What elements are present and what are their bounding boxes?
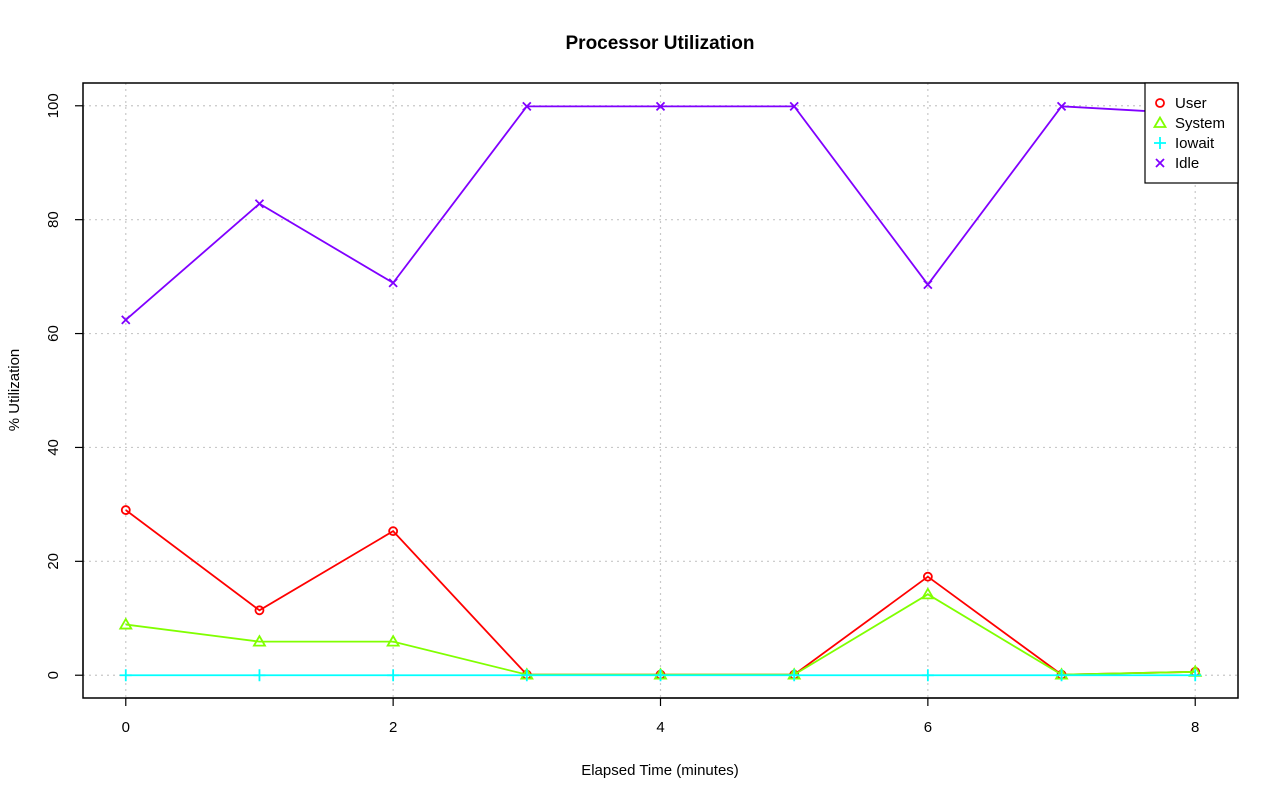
point-iowait-1: [253, 669, 266, 682]
point-user-6: [922, 571, 933, 582]
x-tick-label-0: 0: [122, 719, 130, 736]
point-idle-0: [121, 315, 131, 325]
point-system-6: [920, 587, 935, 600]
y-tick-label-3: 60: [45, 325, 62, 342]
legend-label-system: System: [1175, 115, 1225, 132]
y-tick-label-2: 40: [45, 439, 62, 456]
point-iowait-7: [1055, 669, 1068, 682]
x-tick-label-1: 2: [389, 719, 397, 736]
y-tick-label-1: 20: [45, 553, 62, 570]
chart-title: Processor Utilization: [566, 33, 755, 54]
x-tick-label-4: 8: [1191, 719, 1199, 736]
point-idle-7: [1056, 101, 1067, 111]
series-iowait: [119, 669, 1202, 682]
point-system-0: [118, 617, 133, 630]
y-tick-label-0: 0: [45, 671, 62, 679]
point-user-0: [120, 505, 131, 515]
legend-label-idle: Idle: [1175, 155, 1199, 172]
grid: [83, 83, 1238, 698]
point-iowait-4: [654, 669, 667, 682]
point-iowait-0: [119, 669, 132, 682]
y-tick-label-4: 80: [45, 211, 62, 228]
x-tick-label-2: 4: [656, 719, 664, 736]
legend-label-iowait: Iowait: [1175, 135, 1215, 152]
legend: User System Iowait Idle: [1144, 82, 1239, 184]
point-system-1: [252, 634, 267, 647]
legend-label-user: User: [1175, 95, 1207, 112]
x-tick-label-3: 6: [924, 719, 932, 736]
point-iowait-2: [387, 669, 400, 682]
point-iowait-3: [520, 669, 533, 682]
point-system-2: [386, 634, 401, 647]
legend-marker-system: [1152, 115, 1168, 128]
y-tick-label-5: 100: [45, 93, 62, 118]
point-idle-5: [789, 101, 799, 111]
point-iowait-5: [788, 669, 801, 682]
x-axis-label: Elapsed Time (minutes): [581, 762, 739, 779]
point-idle-4: [655, 101, 666, 111]
point-idle-1: [254, 199, 265, 209]
legend-marker-user: [1155, 98, 1165, 108]
series-idle: [121, 101, 1200, 325]
point-idle-6: [923, 279, 933, 290]
y-axis-label: % Utilization: [6, 349, 23, 432]
series-user: [120, 505, 1201, 680]
point-iowait-6: [921, 669, 934, 682]
legend-marker-iowait: [1154, 137, 1166, 149]
point-user-2: [388, 526, 399, 537]
series-layer: [118, 101, 1203, 682]
point-user-1: [254, 605, 265, 616]
legend-marker-idle: [1155, 158, 1165, 168]
point-idle-2: [388, 278, 398, 288]
point-iowait-8: [1189, 669, 1202, 682]
point-idle-3: [522, 101, 532, 111]
